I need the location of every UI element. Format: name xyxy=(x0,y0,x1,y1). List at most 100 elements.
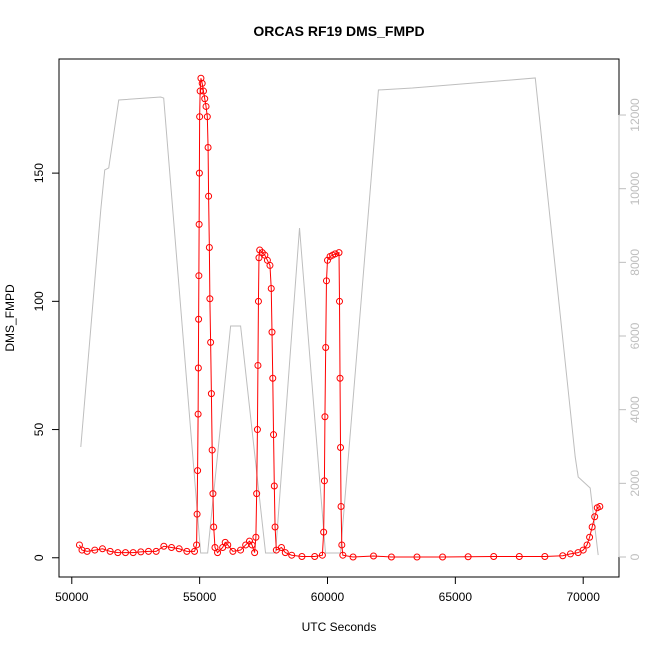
x-axis-label: UTC Seconds xyxy=(302,620,377,634)
data-point xyxy=(253,490,261,498)
data-point xyxy=(209,490,217,498)
data-point xyxy=(267,285,275,293)
data-point xyxy=(277,544,285,552)
y-tick-label: 150 xyxy=(32,163,46,183)
data-point xyxy=(270,482,278,490)
data-point xyxy=(320,477,328,485)
data-point xyxy=(195,272,203,280)
data-point xyxy=(464,553,472,561)
data-point xyxy=(321,413,329,421)
y-axis-label: DMS_FMPD xyxy=(3,284,17,352)
data-point xyxy=(320,528,328,536)
data-point xyxy=(254,361,262,369)
data-point xyxy=(515,552,523,560)
data-point xyxy=(387,553,395,561)
data-point xyxy=(255,254,263,262)
y-tick-label: 50 xyxy=(32,423,46,437)
data-point xyxy=(339,551,347,559)
data-point xyxy=(591,513,599,521)
chart-title: ORCAS RF19 DMS_FMPD xyxy=(253,23,424,39)
x-tick-label: 70000 xyxy=(567,590,601,604)
data-point xyxy=(281,549,289,557)
data-point xyxy=(298,552,306,560)
data-point xyxy=(207,390,215,398)
data-point xyxy=(195,315,203,323)
data-point xyxy=(349,553,357,561)
y2-tick-label: 2000 xyxy=(628,470,642,497)
y2-tick-label: 0 xyxy=(628,553,642,560)
x-tick-label: 55000 xyxy=(183,590,217,604)
data-point xyxy=(370,552,378,560)
data-point xyxy=(129,549,137,557)
data-point xyxy=(266,261,274,269)
data-point xyxy=(183,547,191,555)
data-point xyxy=(152,547,160,555)
data-point xyxy=(191,547,199,555)
data-point xyxy=(248,541,256,549)
data-point xyxy=(194,364,202,372)
data-point xyxy=(204,143,212,151)
data-point xyxy=(91,546,99,554)
data-point xyxy=(205,243,213,251)
data-point xyxy=(253,426,261,434)
data-point xyxy=(203,113,211,121)
data-point xyxy=(586,533,594,541)
data-point xyxy=(311,552,319,560)
y-tick-label: 100 xyxy=(32,291,46,311)
data-point xyxy=(583,541,591,549)
data-point xyxy=(439,553,447,561)
data-point xyxy=(205,192,213,200)
data-point xyxy=(168,544,176,552)
data-point xyxy=(201,95,209,103)
x-tick-label: 65000 xyxy=(439,590,473,604)
data-point xyxy=(196,87,204,95)
data-point xyxy=(137,548,145,556)
y-tick-label: 0 xyxy=(32,554,46,561)
data-point xyxy=(270,431,278,439)
data-point xyxy=(566,550,574,558)
data-point xyxy=(338,541,346,549)
data-point xyxy=(214,549,222,557)
data-point xyxy=(78,546,86,554)
data-point xyxy=(322,343,330,351)
data-point xyxy=(413,553,421,561)
data-point xyxy=(198,79,206,87)
data-point xyxy=(237,546,245,554)
data-point xyxy=(490,552,498,560)
data-point xyxy=(197,74,205,82)
data-point xyxy=(121,549,129,557)
series-line xyxy=(80,77,599,556)
data-point xyxy=(106,547,114,555)
data-point xyxy=(206,295,214,303)
data-point xyxy=(337,502,345,510)
y2-tick-label: 6000 xyxy=(628,322,642,349)
y2-tick-label: 10000 xyxy=(628,172,642,206)
data-point xyxy=(194,410,202,418)
data-point xyxy=(271,523,279,531)
x-tick-label: 60000 xyxy=(311,590,345,604)
data-point xyxy=(194,467,202,475)
data-point xyxy=(83,547,91,555)
data-point xyxy=(144,547,152,555)
data-point xyxy=(269,374,277,382)
data-point xyxy=(175,545,183,553)
data-point xyxy=(210,523,218,531)
data-point xyxy=(114,549,122,557)
data-point xyxy=(224,541,232,549)
data-point xyxy=(322,277,330,285)
data-point xyxy=(336,297,344,305)
y2-tick-label: 12000 xyxy=(628,98,642,132)
data-point xyxy=(252,533,260,541)
data-point xyxy=(193,510,201,518)
data-point xyxy=(541,552,549,560)
data-point xyxy=(207,338,215,346)
data-point xyxy=(268,328,276,336)
y2-tick-label: 8000 xyxy=(628,249,642,276)
data-point xyxy=(337,444,345,451)
data-point xyxy=(199,87,207,95)
data-point xyxy=(335,249,343,257)
data-point xyxy=(251,549,259,557)
data-point xyxy=(579,546,587,554)
data-point xyxy=(559,552,567,560)
